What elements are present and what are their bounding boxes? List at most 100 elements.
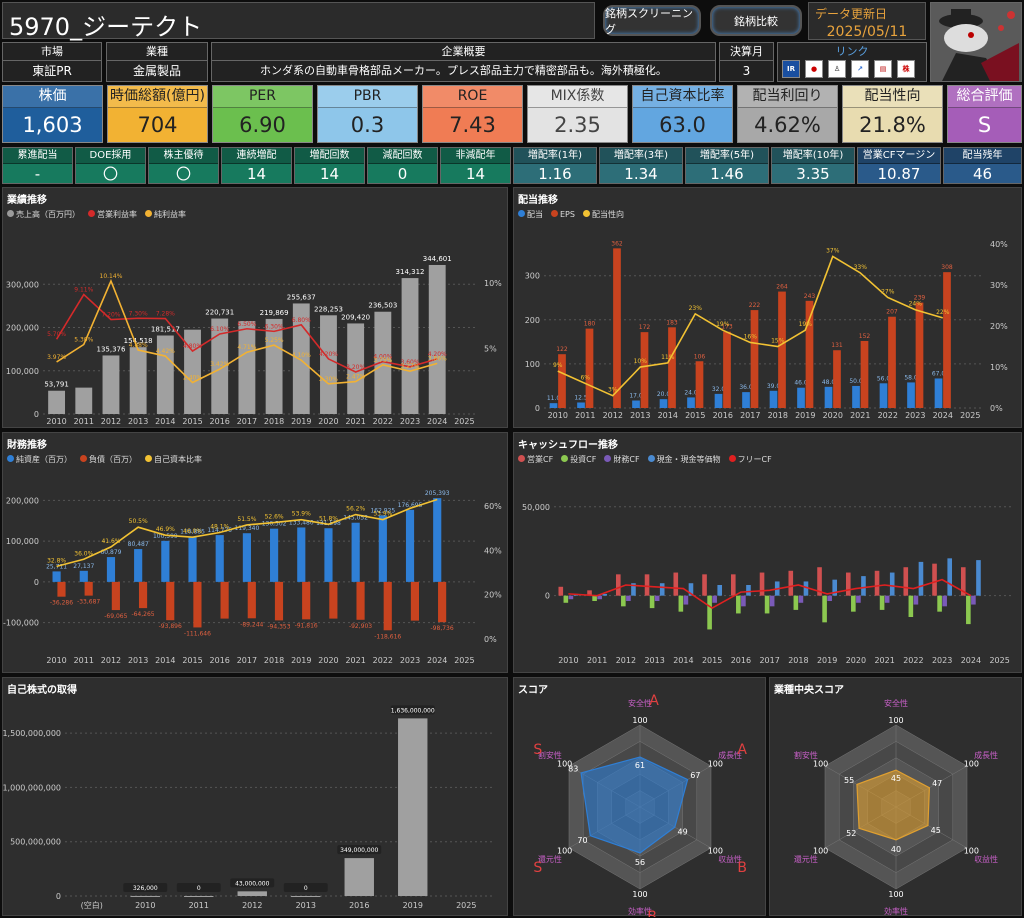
industry-value: 金属製品 xyxy=(132,64,181,78)
radar-grade: A xyxy=(737,742,747,758)
payout-label: 16% xyxy=(744,333,758,340)
x-tick-label: 2011 xyxy=(587,656,607,665)
performance-legend: 売上高（百万円） 営業利益率 純利益率 xyxy=(3,209,507,220)
sales-bar xyxy=(102,355,120,414)
equity-ratio-label: 51.8% xyxy=(319,515,338,522)
cf-bar-1 xyxy=(908,595,914,617)
industry-score-radar: 45100安全性47100成長性45100収益性40100効率性52100還元性… xyxy=(794,698,998,916)
legend-net-margin: 純利益率 xyxy=(154,210,186,219)
x-tick-label: 2021 xyxy=(345,656,365,665)
legend-op-margin: 営業利益率 xyxy=(97,210,137,219)
eps-bar xyxy=(640,332,649,408)
net-margin-label: 2.47% xyxy=(346,374,365,381)
x-tick-label: 2017 xyxy=(237,417,257,426)
metric-label: 累進配当 xyxy=(3,148,72,164)
net-margin-label: 3.97% xyxy=(47,354,66,361)
radar-max: 100 xyxy=(964,847,979,856)
net-margin-label: 3.75% xyxy=(373,357,392,364)
buyback-chart: 0 500,000,000 1,000,000,000 1,500,000,000 (空… xyxy=(3,705,493,910)
chart-link-icon[interactable]: ↗ xyxy=(851,60,869,78)
radar-grade: A xyxy=(649,693,659,709)
cf-bar-1 xyxy=(736,595,741,614)
update-date-label: データ更新日 xyxy=(815,7,888,21)
metric-label: 株主優待 xyxy=(149,148,218,164)
eps-label: 308 xyxy=(941,264,953,271)
score-radar: 61100安全性A67100成長性A49100収益性B56100効率性B7010… xyxy=(533,693,747,917)
metric-card-8: 増配率(3年) 1.34 xyxy=(599,147,683,184)
x-tick-label: 2013 xyxy=(630,411,650,420)
avatar xyxy=(930,2,1022,82)
screening-button[interactable]: 銘柄スクリーニング xyxy=(603,5,701,36)
x-tick-label: 2023 xyxy=(905,411,925,420)
cf-bar-0 xyxy=(730,574,736,596)
net-assets-bar xyxy=(297,527,306,582)
kpi-label: PBR xyxy=(318,86,417,108)
metric-value: 1.16 xyxy=(538,165,572,183)
cf-bar-2 xyxy=(597,595,602,600)
dividend-label: 67.0 xyxy=(932,370,946,377)
liabilities-bar xyxy=(329,581,338,619)
industry-score-panel: 業種中央スコア 45 100 安全性 47 100 成長性 45 100 収益性 40 100 効率性… xyxy=(769,677,1022,916)
cf-bar-0 xyxy=(644,574,650,596)
buyback-bar xyxy=(130,895,160,897)
y-tick-label: 200 xyxy=(525,316,540,325)
kpi-label: 自己資本比率 xyxy=(633,86,732,108)
sales-label: 236,503 xyxy=(368,302,397,310)
market-box: 市場 東証PR xyxy=(2,42,102,82)
equity-ratio-label: 32.8% xyxy=(47,557,66,564)
kpi-card-5: MIX係数 2.35 xyxy=(527,85,628,143)
radar-value: 49 xyxy=(677,828,687,837)
equity-ratio-label: 36.0% xyxy=(74,550,93,557)
buyback-label-bg xyxy=(176,883,221,892)
cf-bar-2 xyxy=(798,595,804,603)
cf-bar-3 xyxy=(602,593,608,596)
cf-bar-3 xyxy=(832,579,838,596)
net-assets-bar xyxy=(79,570,88,582)
legend-dividend: 配当 xyxy=(527,210,543,219)
shikiho-link-icon[interactable]: ● xyxy=(805,60,823,78)
x-tick-label: 2024 xyxy=(933,411,953,420)
eps-bar xyxy=(695,361,704,408)
buyback-bar xyxy=(291,896,321,897)
x-tick-label: 2023 xyxy=(400,656,420,665)
net-assets-label: 80,487 xyxy=(128,541,149,548)
eps-bar xyxy=(860,340,869,408)
kpi-value: 7.43 xyxy=(449,113,496,137)
compare-button[interactable]: 銘柄比較 xyxy=(710,5,802,36)
profile-link-icon[interactable]: ♙ xyxy=(828,60,846,78)
metric-label: 増配率(3年) xyxy=(600,148,682,164)
buyback-label-bg xyxy=(283,883,328,892)
eps-bar xyxy=(558,354,566,408)
cf-bar-0 xyxy=(932,563,937,596)
buyback-label-bg xyxy=(123,882,168,892)
buyback-label: 43,000,000 xyxy=(235,880,270,887)
industry-score-title: 業種中央スコア xyxy=(774,685,844,696)
kpi-card-9: 総合評価 S xyxy=(947,85,1022,143)
equity-ratio-label: 53.9% xyxy=(292,511,311,518)
liabilities-bar xyxy=(220,581,229,619)
net-assets-label: 25,711 xyxy=(46,563,67,570)
sales-label: 228,253 xyxy=(314,305,343,313)
ir-link-icon[interactable]: IR xyxy=(782,60,800,78)
x-tick-label: 2017 xyxy=(759,656,779,665)
dividend-bar xyxy=(714,393,723,408)
x-tick-label: 2021 xyxy=(850,411,870,420)
kpi-label: 配当利回り xyxy=(738,86,837,108)
equity-ratio-label: 46.9% xyxy=(156,526,175,533)
metric-label: 配当残年 xyxy=(944,148,1021,164)
x-tick-label: 2011 xyxy=(189,901,209,910)
score-title: スコア xyxy=(518,685,548,696)
radar-axis-label: 割安性 xyxy=(794,750,818,760)
net-margin-label: 4.88% xyxy=(129,342,148,349)
cf-bar-3 xyxy=(976,560,981,596)
report-link-icon[interactable]: ▤ xyxy=(874,60,892,78)
sales-label: 344,601 xyxy=(423,255,452,263)
x-tick-label: 2014 xyxy=(673,656,693,665)
y2-tick-label: 40% xyxy=(990,240,1008,249)
metric-label: 減配回数 xyxy=(368,148,437,164)
net-assets-label: 130,502 xyxy=(262,521,287,528)
radar-max: 100 xyxy=(708,760,723,769)
yutai-link-icon[interactable]: 株 xyxy=(897,60,915,78)
liabilities-label: -93,896 xyxy=(159,623,182,630)
op-margin-label: 6.10% xyxy=(210,326,229,333)
